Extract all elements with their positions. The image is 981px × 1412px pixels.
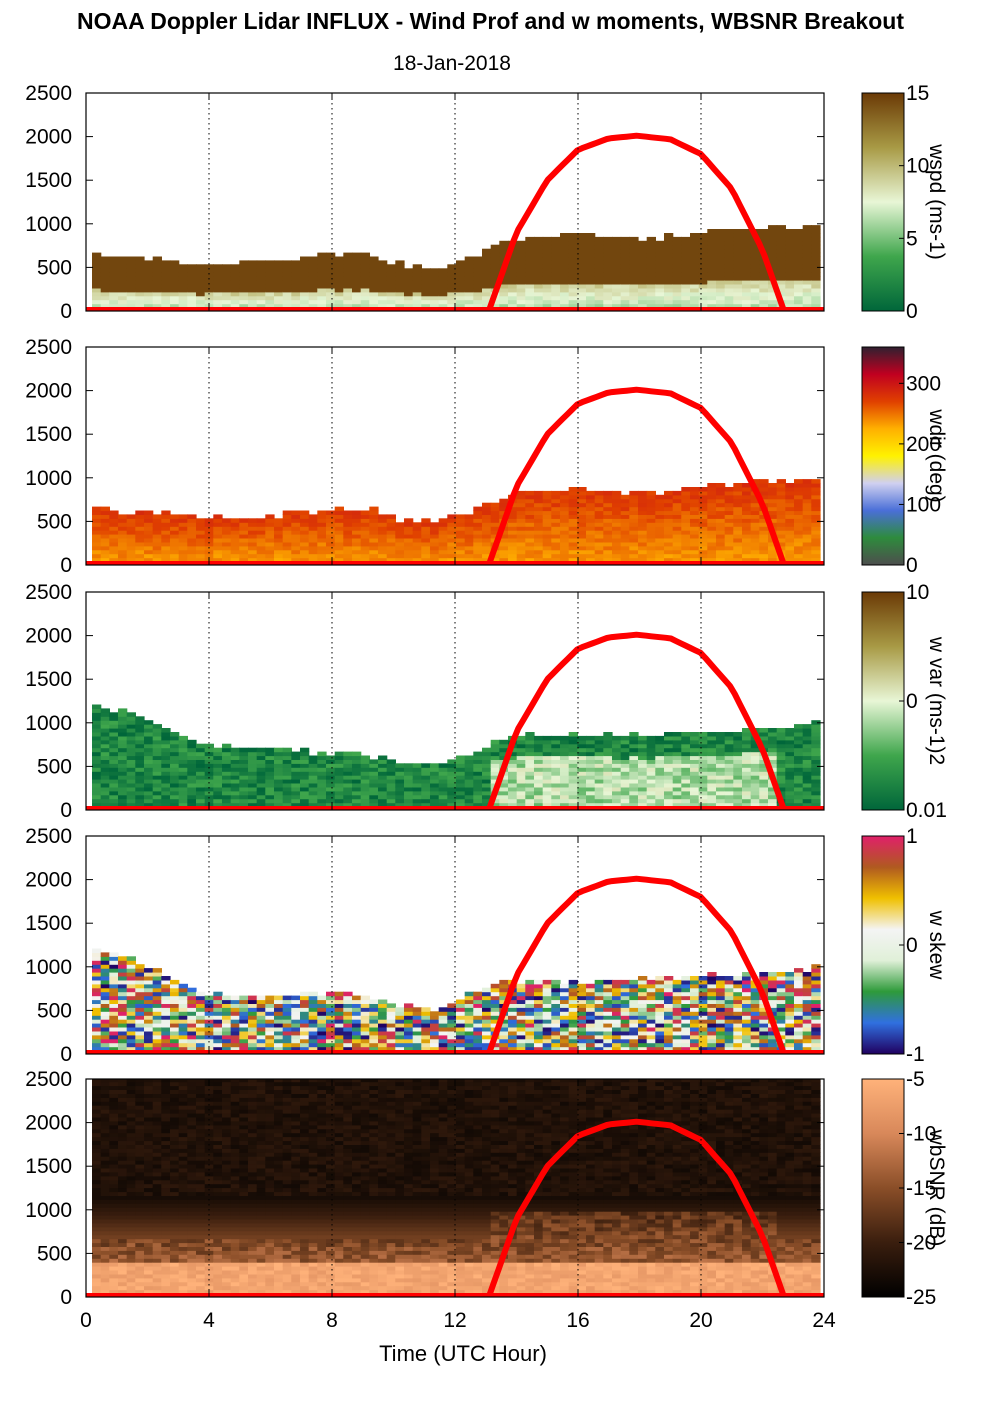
y-tick-label: 500 xyxy=(37,999,72,1022)
colorbar-tick-label: 200 xyxy=(906,433,941,456)
solar-arc xyxy=(485,1118,787,1297)
y-tick-label: 2000 xyxy=(25,380,72,403)
y-tick-label: 2000 xyxy=(25,625,72,648)
colorbar-tick-label: 1 xyxy=(906,825,918,848)
y-tick-label: 0 xyxy=(60,1286,72,1309)
colorbar-label: wspd (ms-1) xyxy=(925,143,948,260)
panel-wspd: 0 500 1000 1500 2000 2500 0 5 10 15 wspd (ms-1) xyxy=(25,82,948,323)
colorbar-gradient xyxy=(861,1078,905,1298)
panel-w-skew: 0 500 1000 1500 2000 2500 -1 0 1 w skew xyxy=(25,825,948,1066)
colorbar-tick-label: 300 xyxy=(906,372,941,395)
colorbar-tick-label: 10 xyxy=(906,155,929,178)
colorbar-gradient xyxy=(861,346,905,566)
y-tick-label: 500 xyxy=(37,1242,72,1265)
colorbar-tick-label: -25 xyxy=(906,1286,936,1309)
colorbar-tick-label: 100 xyxy=(906,493,941,516)
colorbar-tick-label: -10 xyxy=(906,1123,936,1146)
colorbar-label: w var (ms-1)2 xyxy=(925,636,948,765)
colorbar-tick-label: 15 xyxy=(906,82,929,105)
y-tick-label: 0 xyxy=(60,300,72,323)
y-tick-label: 2500 xyxy=(25,336,72,359)
x-tick-label: 24 xyxy=(812,1309,836,1332)
colorbar-gradient xyxy=(861,92,905,312)
x-tick-label: 12 xyxy=(443,1309,466,1332)
y-tick-label: 1000 xyxy=(25,712,72,735)
colorbar-tick-label: 0 xyxy=(906,690,918,713)
colorbar-label: wdir (deg) xyxy=(925,408,948,502)
colorbar-wspd: 0 5 10 15 wspd (ms-1) xyxy=(861,82,948,323)
y-tick-label: 1000 xyxy=(25,467,72,490)
colorbar-tick-label: 0 xyxy=(906,300,918,323)
panel-image-3 xyxy=(86,875,824,1054)
chart-title: NOAA Doppler Lidar INFLUX - Wind Prof an… xyxy=(77,8,904,34)
x-tick-label: 4 xyxy=(203,1309,215,1332)
y-tick-label: 2500 xyxy=(25,1068,72,1091)
y-tick-label: 2500 xyxy=(25,82,72,105)
y-tick-label: 1500 xyxy=(25,668,72,691)
y-tick-label: 0 xyxy=(60,554,72,577)
y-tick-label: 0 xyxy=(60,799,72,822)
solar-arc xyxy=(485,631,787,810)
colorbar-tick-label: -1 xyxy=(906,1043,925,1066)
panel-image-4 xyxy=(86,1079,824,1297)
colorbar-tick-label: 0 xyxy=(906,934,918,957)
y-tick-label: 2000 xyxy=(25,126,72,149)
solar-arc xyxy=(485,875,787,1054)
y-tick-label: 0 xyxy=(60,1043,72,1066)
colorbar-wbSNR: -25 -20 -15 -10 -5 wbSNR (dB) xyxy=(861,1068,948,1309)
x-tick-label: 16 xyxy=(566,1309,589,1332)
colorbar-tick-label: 0.01 xyxy=(906,799,947,822)
x-axis-label: Time (UTC Hour) xyxy=(379,1341,547,1366)
colorbar-gradient xyxy=(861,835,905,1055)
colorbar-label: w skew xyxy=(925,910,948,981)
x-tick-label: 8 xyxy=(326,1309,338,1332)
y-tick-label: 500 xyxy=(37,510,72,533)
panel-wbSNR: 0 500 1000 1500 2000 2500 -25 -20 -15 -10 -5 wbSNR … xyxy=(25,1068,948,1309)
colorbar-tick-label: 10 xyxy=(906,581,929,604)
colorbar-w-skew: -1 0 1 w skew xyxy=(861,825,948,1066)
colorbar-gradient xyxy=(861,591,905,811)
colorbar-tick-label: 5 xyxy=(906,227,918,250)
solar-arc xyxy=(485,386,787,565)
panel-w-var: 0 500 1000 1500 2000 2500 0.01 0 10 w var (ms-1)2 xyxy=(25,581,948,822)
y-tick-label: 1500 xyxy=(25,1155,72,1178)
chart-subtitle-text: 18-Jan-2018 xyxy=(393,52,511,75)
y-tick-label: 2000 xyxy=(25,869,72,892)
y-tick-label: 2500 xyxy=(25,581,72,604)
y-tick-label: 500 xyxy=(37,256,72,279)
y-tick-label: 2000 xyxy=(25,1112,72,1135)
y-tick-label: 1500 xyxy=(25,912,72,935)
y-tick-label: 2500 xyxy=(25,825,72,848)
x-tick-label: 0 xyxy=(80,1309,92,1332)
colorbar-tick-label: -15 xyxy=(906,1177,936,1200)
y-tick-label: 1000 xyxy=(25,1199,72,1222)
y-tick-label: 1500 xyxy=(25,423,72,446)
y-tick-label: 500 xyxy=(37,755,72,778)
colorbar-tick-label: -5 xyxy=(906,1068,925,1091)
y-tick-label: 1000 xyxy=(25,213,72,236)
colorbar-tick-label: 0 xyxy=(906,554,918,577)
panel-image-2 xyxy=(86,631,824,810)
colorbar-wdir: 0 100 200 300 wdir (deg) xyxy=(861,346,948,577)
colorbar-label: wbSNR (dB) xyxy=(925,1129,948,1247)
panel-image-1 xyxy=(86,386,824,565)
y-tick-label: 1500 xyxy=(25,169,72,192)
solar-arc xyxy=(485,132,787,311)
x-tick-label: 20 xyxy=(689,1309,712,1332)
panel-wdir: 0 500 1000 1500 2000 2500 0 100 200 300 wdir (deg) xyxy=(25,336,948,577)
colorbar-w-var: 0.01 0 10 w var (ms-1)2 xyxy=(861,581,948,822)
colorbar-tick-label: -20 xyxy=(906,1232,936,1255)
y-tick-label: 1000 xyxy=(25,956,72,979)
